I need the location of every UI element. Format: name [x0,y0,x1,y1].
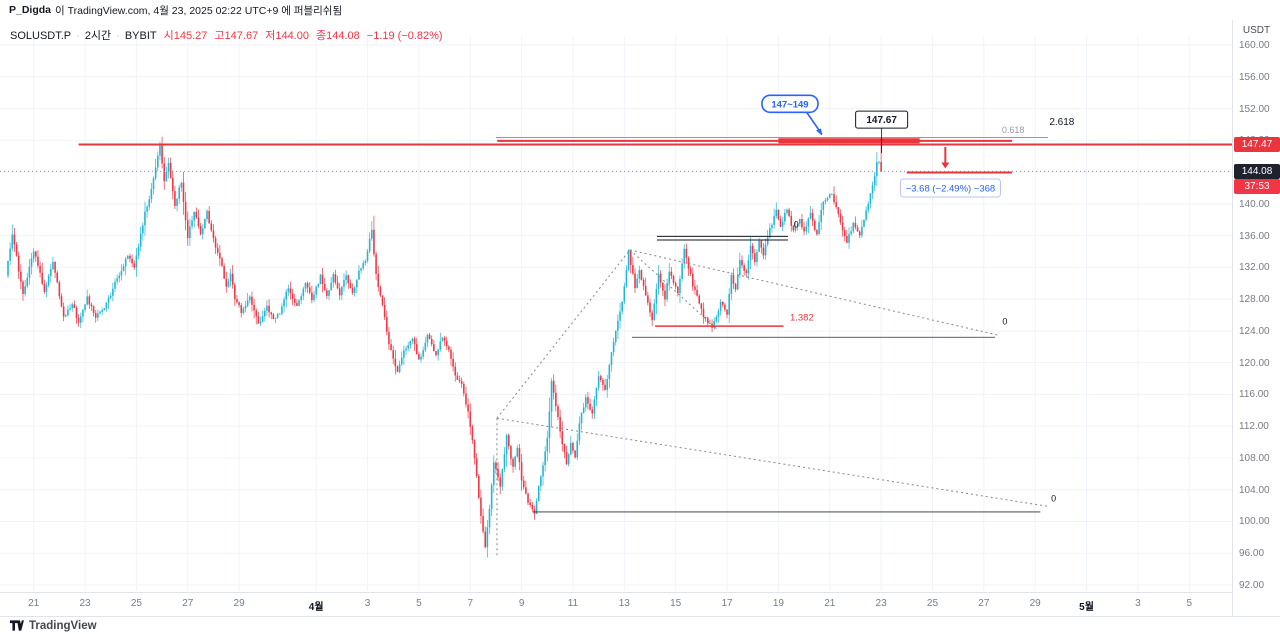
fib-1382-label: 1.382 [790,313,814,324]
high-label: 고 [214,30,225,42]
price-tick: 124.00 [1239,325,1270,337]
drawing-annotations[interactable]: 0.618 2.618 1.382 0 0 0 147~149 147.67 −3.68 (−2… [78,94,1232,557]
high-value: 147.67 [224,30,259,42]
currency-label[interactable]: USDT [1242,25,1271,36]
chart-legend[interactable]: SOLUSDT.P · 2시간 · BYBIT 시 145.27 고 147.67 … [10,27,443,43]
wave-zero-top: 0 [794,220,799,230]
time-axis-label: 5월 [1079,602,1094,613]
time-axis-label: 29 [233,598,245,609]
price-tick: 156.00 [1239,71,1270,83]
legend-separator: · [76,30,80,42]
measure-tooltip-box [899,178,1001,198]
low-label: 저 [265,30,276,42]
price-tick: 120.00 [1239,357,1270,369]
price-tick: 96.00 [1239,548,1265,560]
grid [0,36,1232,591]
tradingview-logo-icon[interactable] [9,619,24,632]
time-axis-label: 23 [79,598,91,609]
wave-zero-mid: 0 [1002,317,1007,327]
price-tick: 112.00 [1239,421,1269,433]
time-axis-label: 13 [618,598,630,609]
attribution-text: 이 TradingView.com, 4월 23, 2025 02:22 UTC… [55,4,343,17]
time-axis-label: 5 [416,598,422,609]
price-tick: 152.00 [1239,103,1270,115]
price-axis[interactable]: USDT 160.00156.00152.00148.00144.00140.0… [1232,20,1280,616]
time-axis-label: 15 [670,598,682,609]
price-tick: 140.00 [1239,198,1270,210]
time-axis-label: 23 [875,598,887,609]
price-tick: 132.00 [1239,262,1270,274]
open-value: 145.27 [173,30,208,42]
time-axis-label: 5 [1186,598,1193,609]
chart-canvas[interactable]: 0.618 2.618 1.382 0 0 0 147~149 147.67 −3.68 (−2… [0,20,1232,592]
candlestick-series [7,136,882,558]
wave-zero-low: 0 [1051,494,1056,504]
chart-plot-area[interactable]: 0.618 2.618 1.382 0 0 0 147~149 147.67 −3.68 (−2… [0,20,1232,616]
time-axis-label: 27 [978,598,990,609]
publisher-username[interactable]: P_Digda [9,4,52,16]
time-axis-label: 25 [130,598,142,609]
price-label-box [855,110,909,129]
time-axis-label: 17 [721,598,733,609]
time-axis[interactable]: 21 23 25 27 29 4월 3 5 7 9 11 13 15 17 19 21 23 25 27 29 5월 3 5 [0,592,1232,616]
open-label: 시 [163,30,174,42]
price-label-text: 147.67 [866,115,897,126]
callout-text: 147~149 [771,99,808,110]
close-value: 144.08 [326,30,360,42]
fib-0618-label: 0.618 [1002,125,1025,135]
time-axis-label: 3 [1135,598,1141,609]
fib-2618-label: 2.618 [1049,117,1074,128]
time-axis-label: 25 [926,598,939,609]
time-axis-label: 27 [182,598,194,609]
time-axis-label: 3 [364,598,371,609]
time-axis-label: 11 [567,598,579,609]
time-axis-label: 19 [772,598,784,609]
mid-triangle-hypotenuse [629,249,1001,337]
low-value: 144.00 [275,30,309,42]
price-tick: 160.00 [1239,40,1270,51]
attribution-bar: P_Digda 이 TradingView.com, 4월 23, 2025 0… [0,0,1280,20]
line-price-tag: 147.47 [1234,137,1280,152]
last-price-tag: 144.08 [1234,163,1280,179]
time-axis-label: 29 [1029,598,1041,609]
mid-triangle-inner [629,249,719,331]
countdown-tag: 37:53 [1234,178,1280,194]
tradingview-brand[interactable]: TradingView [29,619,97,632]
rise-connector [496,249,631,419]
time-axis-label: 21 [824,598,836,609]
interval-label[interactable]: 2시간 [84,30,112,42]
footer-bar: TradingView [0,616,1280,634]
callout-box [761,94,819,114]
price-tick: 136.00 [1239,230,1270,242]
symbol-name[interactable]: SOLUSDT.P [10,30,72,42]
exchange-label: BYBIT [124,30,157,42]
time-axis-label: 9 [518,598,525,609]
price-tick: 104.00 [1239,484,1270,496]
price-tick: 92.00 [1239,580,1265,591]
callout-tail-head [816,128,823,136]
price-tick: 116.00 [1239,389,1269,401]
time-axis-label: 21 [28,598,40,609]
time-axis-label: 4월 [308,602,324,613]
down-arrow-head [941,162,950,169]
price-tick: 128.00 [1239,294,1270,306]
legend-separator: · [116,30,120,42]
time-axis-label: 7 [467,598,474,609]
change-value: −1.19 (−0.82%) [366,30,443,42]
price-tick: 100.00 [1239,516,1270,528]
low-triangle-hypotenuse [496,417,1049,507]
chart-window: 0.618 2.618 1.382 0 0 0 147~149 147.67 −3.68 (−2… [0,20,1280,616]
close-label: 종 [315,30,327,42]
price-tick: 108.00 [1239,452,1270,464]
measure-tooltip-text: −3.68 (−2.49%) −368 [906,183,996,194]
